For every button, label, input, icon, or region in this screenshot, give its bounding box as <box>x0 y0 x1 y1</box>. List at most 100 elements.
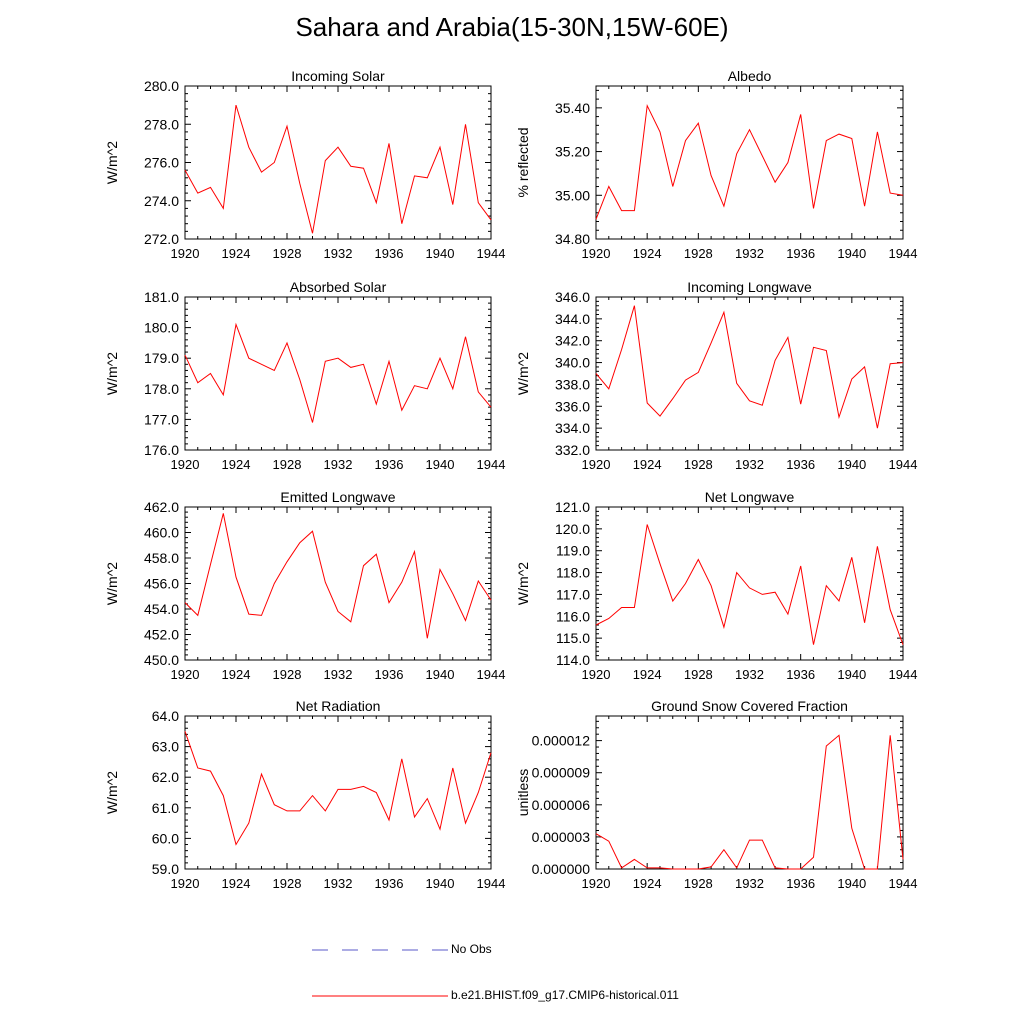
figure-title: Sahara and Arabia(15-30N,15W-60E) <box>295 12 729 42</box>
panel-7-xtick-label: 1928 <box>273 876 302 891</box>
panel-1-frame <box>184 85 492 240</box>
panel-3-ylabel: W/m^2 <box>104 352 120 395</box>
panel-8-xtick-label: 1936 <box>786 876 815 891</box>
panel-7-ytick-label: 62.0 <box>152 769 179 785</box>
panel-4-ytick-label: 346.0 <box>555 289 590 305</box>
panel-8-xtick-label: 1932 <box>735 876 764 891</box>
panel-3-ytick-label: 180.0 <box>144 320 179 336</box>
panel-5-ytick-label: 452.0 <box>144 627 179 643</box>
panel-6: Net Longwave W/m^2 1920 1924 1928 1932 1936 194… <box>515 489 917 682</box>
panel-1-title: Incoming Solar <box>291 68 385 84</box>
panel-7-ytick-label: 60.0 <box>152 830 179 846</box>
panel-3-ytick-label: 178.0 <box>144 381 179 397</box>
panel-5-xtick-label: 1920 <box>171 667 200 682</box>
panel-1: Incoming Solar W/m^2 1920 1924 1928 1932 1936 1… <box>104 68 505 261</box>
panel-2-ylabel: % reflected <box>515 127 531 197</box>
panel-7-xtick-label: 1944 <box>477 876 506 891</box>
panel-3-title: Absorbed Solar <box>290 279 387 295</box>
panel-8-xtick-label: 1944 <box>889 876 918 891</box>
panel-6-xtick-label: 1928 <box>684 667 713 682</box>
panel-6-xtick-label: 1920 <box>582 667 611 682</box>
panel-4-xtick-label: 1932 <box>735 457 764 472</box>
panel-2-frame <box>595 85 904 240</box>
panel-3-xtick-label: 1924 <box>222 457 251 472</box>
panel-7-title: Net Radiation <box>296 698 381 714</box>
panel-5-ytick-label: 458.0 <box>144 550 179 566</box>
panel-5-ytick-label: 460.0 <box>144 525 179 541</box>
panel-4-xtick-label: 1920 <box>582 457 611 472</box>
panel-8-ytick-label: 0.000000 <box>532 861 591 877</box>
panel-3-xtick-label: 1920 <box>171 457 200 472</box>
panel-1-xtick-label: 1944 <box>477 246 506 261</box>
panel-4-xtick-label: 1928 <box>684 457 713 472</box>
panel-7-xtick-label: 1940 <box>426 876 455 891</box>
panel-3-ytick-label: 181.0 <box>144 289 179 305</box>
panel-8-xtick-label: 1924 <box>633 876 662 891</box>
panel-4-ytick-label: 338.0 <box>555 376 590 392</box>
panel-1-ytick-label: 272.0 <box>144 231 179 247</box>
panel-3-ytick-label: 179.0 <box>144 350 179 366</box>
panel-7-xtick-label: 1924 <box>222 876 251 891</box>
panel-1-ytick-label: 276.0 <box>144 155 179 171</box>
panel-1-ytick-label: 274.0 <box>144 193 179 209</box>
panel-8-ytick-label: 0.000003 <box>532 829 591 845</box>
panel-5-frame <box>184 506 492 661</box>
panel-8-ytick-label: 0.000006 <box>532 797 591 813</box>
panel-1-xtick-label: 1928 <box>273 246 302 261</box>
panel-1-xtick-label: 1940 <box>426 246 455 261</box>
panel-5: Emitted Longwave W/m^2 1920 1924 1928 1932 193… <box>104 489 505 682</box>
panel-6-ytick-label: 120.0 <box>555 521 590 537</box>
panel-2-xtick-label: 1932 <box>735 246 764 261</box>
panel-3-ytick-label: 176.0 <box>144 442 179 458</box>
panel-6-xtick-label: 1936 <box>786 667 815 682</box>
panel-3-xtick-label: 1928 <box>273 457 302 472</box>
panel-2-xtick-label: 1944 <box>889 246 918 261</box>
panel-7-ytick-label: 64.0 <box>152 708 179 724</box>
panel-6-ytick-label: 117.0 <box>556 586 590 602</box>
panel-2-ytick-label: 34.80 <box>555 231 590 247</box>
panel-7-ytick-label: 59.0 <box>152 861 179 877</box>
panel-4-ytick-label: 340.0 <box>555 355 590 371</box>
panel-4-xtick-label: 1936 <box>786 457 815 472</box>
panel-1-series-line <box>184 104 492 234</box>
panel-7-ytick-label: 63.0 <box>152 739 179 755</box>
panel-4-ytick-label: 334.0 <box>555 420 590 436</box>
panel-5-ylabel: W/m^2 <box>104 562 120 605</box>
panel-2: Albedo % reflected 1920 1924 1928 1932 1936 194… <box>515 68 917 261</box>
panel-3-xtick-label: 1932 <box>324 457 353 472</box>
panel-1-ytick-label: 280.0 <box>144 78 179 94</box>
panel-7-ylabel: W/m^2 <box>104 771 120 814</box>
panel-2-xtick-label: 1924 <box>633 246 662 261</box>
panel-6-ytick-label: 116.0 <box>556 608 590 624</box>
panel-6-ytick-label: 115.0 <box>556 630 590 646</box>
panel-8-series-line <box>595 734 904 870</box>
panel-8-ylabel: unitless <box>515 769 531 816</box>
panel-6-xtick-label: 1932 <box>735 667 764 682</box>
panel-4-xtick-label: 1940 <box>837 457 866 472</box>
panel-5-ytick-label: 454.0 <box>144 601 179 617</box>
panel-6-title: Net Longwave <box>705 489 795 505</box>
panel-5-ytick-label: 456.0 <box>144 576 179 592</box>
panel-1-xtick-label: 1920 <box>171 246 200 261</box>
panel-2-ytick-label: 35.20 <box>555 144 590 160</box>
panel-4: Incoming Longwave W/m^2 1920 1924 1928 1932 19… <box>515 279 917 472</box>
panel-1-ylabel: W/m^2 <box>104 141 120 184</box>
panel-6-xtick-label: 1944 <box>889 667 918 682</box>
panel-5-xtick-label: 1928 <box>273 667 302 682</box>
panel-6-ytick-label: 119.0 <box>556 543 590 559</box>
panel-3-xtick-label: 1944 <box>477 457 506 472</box>
panel-1-xtick-label: 1932 <box>324 246 353 261</box>
panel-4-series-line <box>595 305 904 429</box>
panel-6-ytick-label: 118.0 <box>556 565 590 581</box>
panel-6-ylabel: W/m^2 <box>515 562 531 605</box>
panel-3-series-line <box>184 322 492 423</box>
panel-6-series-line <box>595 524 904 645</box>
panel-3-ytick-label: 177.0 <box>144 411 179 427</box>
panel-6-ytick-label: 121.0 <box>555 499 590 515</box>
panel-8-xtick-label: 1928 <box>684 876 713 891</box>
panel-7-series-line <box>184 731 492 846</box>
panel-2-xtick-label: 1936 <box>786 246 815 261</box>
panel-8-xtick-label: 1940 <box>837 876 866 891</box>
